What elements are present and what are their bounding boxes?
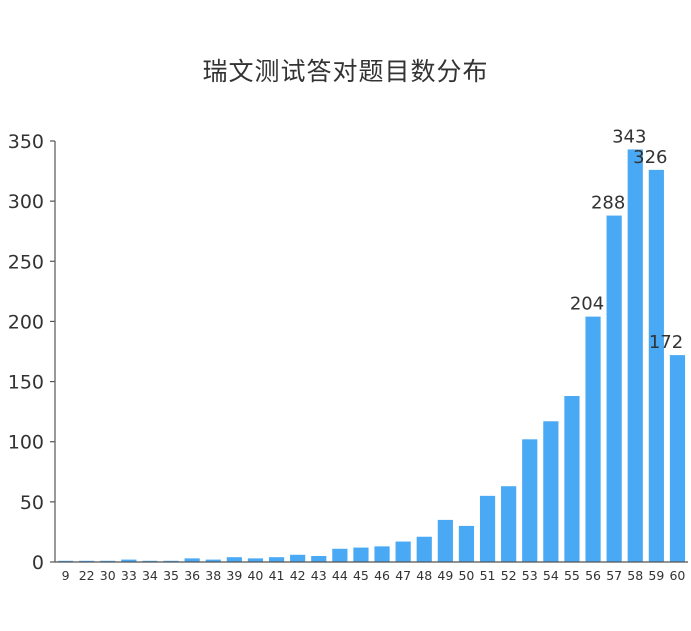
bar	[648, 169, 664, 562]
x-tick-label: 49	[437, 568, 453, 583]
y-tick-label: 150	[8, 372, 44, 394]
x-tick-label: 42	[290, 568, 306, 583]
bar	[458, 525, 475, 562]
bar	[416, 536, 432, 562]
x-tick-label: 54	[543, 568, 559, 583]
x-tick-label: 48	[416, 568, 432, 583]
x-tick-label: 60	[669, 568, 685, 583]
x-tick-label: 58	[627, 568, 643, 583]
data-label: 204	[570, 294, 604, 315]
bar	[627, 149, 643, 563]
bar	[163, 560, 179, 562]
data-label: 288	[591, 193, 625, 214]
bar	[437, 519, 453, 562]
bar	[268, 557, 285, 562]
y-tick-label: 100	[8, 432, 44, 454]
y-tick-label: 250	[8, 251, 44, 273]
x-tick-label: 46	[374, 568, 390, 583]
x-tick-label: 50	[458, 568, 474, 583]
y-tick-label: 200	[8, 311, 44, 333]
x-tick-label: 47	[395, 568, 411, 583]
bar	[543, 421, 559, 562]
x-tick-label: 59	[648, 568, 664, 583]
x-tick-label: 40	[247, 568, 263, 583]
x-tick-label: 38	[205, 568, 221, 583]
bar	[100, 560, 116, 562]
x-tick-label: 56	[585, 568, 601, 583]
x-tick-label: 45	[353, 568, 369, 583]
y-tick-label: 0	[32, 552, 44, 574]
bar	[247, 558, 264, 562]
bar	[522, 439, 538, 562]
bar	[395, 541, 411, 562]
x-tick-label: 35	[163, 568, 179, 583]
x-tick-label: 57	[606, 568, 622, 583]
x-tick-label: 41	[269, 568, 285, 583]
bar	[57, 560, 74, 562]
x-tick-label: 36	[184, 568, 200, 583]
y-tick-label: 300	[8, 191, 44, 213]
data-label: 172	[649, 332, 683, 353]
x-tick-label: 30	[100, 568, 116, 583]
bar	[142, 560, 158, 562]
bar	[290, 554, 306, 562]
bar	[184, 558, 200, 562]
bar	[669, 355, 686, 562]
x-tick-label: 44	[332, 568, 348, 583]
x-tick-label: 52	[501, 568, 517, 583]
bar	[311, 555, 327, 562]
chart-title: 瑞文测试答对题目数分布	[202, 57, 489, 86]
bar	[585, 316, 601, 562]
bar	[374, 546, 390, 562]
bar	[205, 559, 221, 562]
bar	[226, 557, 242, 562]
x-tick-label: 22	[79, 568, 95, 583]
x-tick-label: 39	[226, 568, 242, 583]
x-tick-label: 34	[142, 568, 158, 583]
x-tick-label: 51	[480, 568, 496, 583]
y-tick-label: 50	[20, 492, 44, 514]
x-tick-label: 55	[564, 568, 580, 583]
bar	[501, 486, 517, 562]
x-tick-label: 53	[522, 568, 538, 583]
bar	[121, 559, 137, 562]
data-label: 343	[612, 126, 646, 147]
bar	[606, 215, 622, 562]
x-tick-label: 43	[311, 568, 327, 583]
data-label: 326	[633, 147, 667, 168]
y-tick-label: 350	[8, 131, 44, 153]
bar	[332, 548, 348, 562]
bar	[353, 547, 369, 562]
bar	[79, 560, 95, 562]
x-tick-label: 9	[62, 568, 70, 583]
bar	[479, 495, 496, 562]
x-tick-label: 33	[121, 568, 137, 583]
bar	[564, 396, 580, 562]
